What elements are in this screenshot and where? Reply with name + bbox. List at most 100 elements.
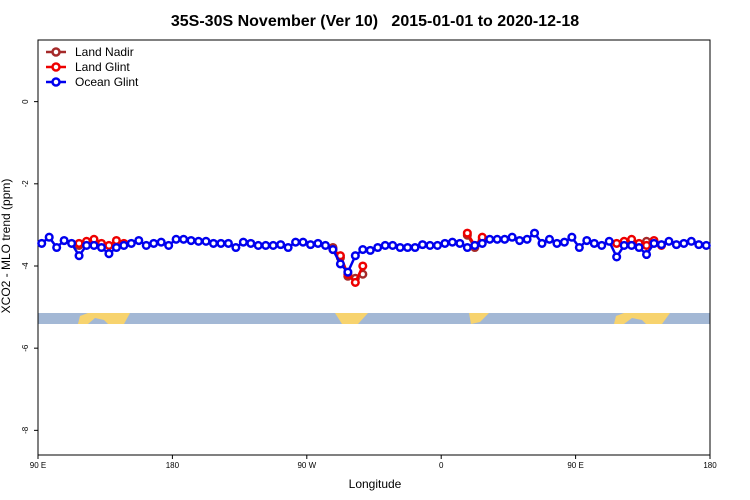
data-point (559, 237, 569, 247)
data-point (470, 240, 480, 250)
data-point (246, 238, 256, 248)
data-point (604, 236, 614, 246)
legend-marker (51, 62, 61, 72)
data-point (567, 232, 577, 242)
y-tick-label: -8 (21, 426, 30, 434)
data-point (515, 235, 525, 246)
legend-marker (51, 77, 61, 87)
data-point (350, 251, 360, 261)
data-point (186, 235, 196, 246)
data-point (686, 236, 696, 246)
data-point (492, 234, 502, 244)
data-point (485, 234, 495, 244)
data-point (373, 242, 383, 253)
y-tick-label: 0 (21, 99, 30, 104)
data-point (193, 236, 204, 246)
y-tick-label: -2 (21, 180, 30, 188)
data-point (634, 242, 644, 253)
data-point (612, 252, 622, 262)
data-point (694, 240, 704, 250)
x-tick-label: 180 (166, 461, 180, 470)
data-point (81, 240, 92, 250)
x-tick-label: 90 W (297, 461, 316, 470)
legend-label: Land Glint (75, 60, 130, 74)
data-point (410, 242, 420, 253)
data-point (440, 238, 450, 248)
data-point (44, 232, 54, 242)
data-point (298, 237, 308, 247)
x-axis-label: Longitude (349, 477, 402, 491)
data-point (425, 240, 435, 250)
data-point (417, 240, 428, 250)
data-point (216, 238, 226, 248)
map-strip (38, 313, 710, 324)
data-point (388, 240, 398, 250)
data-point (455, 238, 465, 248)
data-point (261, 240, 271, 250)
data-point (529, 228, 540, 238)
legend-label: Land Nadir (75, 45, 134, 59)
data-point (283, 242, 293, 253)
data-point (403, 242, 413, 253)
data-point (104, 249, 114, 259)
legend-label: Ocean Glint (75, 75, 139, 89)
data-point (522, 234, 532, 244)
data-point (276, 240, 286, 250)
data-point (664, 236, 674, 246)
land-patch (78, 313, 130, 324)
data-point (52, 242, 62, 253)
data-point (179, 234, 189, 244)
y-axis-label: XCO2 - MLO trend (ppm) (0, 179, 13, 314)
data-point (171, 234, 181, 244)
data-point (111, 242, 121, 253)
data-point (500, 234, 510, 244)
data-point (328, 245, 338, 255)
data-point (268, 240, 278, 250)
data-point (365, 245, 375, 255)
data-point (126, 238, 136, 248)
data-point (291, 237, 301, 247)
data-point (679, 238, 689, 248)
data-point (641, 240, 652, 250)
data-point (358, 245, 368, 255)
data-point (507, 232, 517, 242)
data-point (582, 235, 592, 246)
data-point (96, 242, 107, 253)
data-point (552, 238, 562, 248)
data-point (544, 234, 555, 244)
data-point (231, 242, 241, 253)
data-point (537, 238, 547, 248)
ocean-strip (38, 313, 710, 324)
x-tick-label: 90 E (567, 461, 583, 470)
data-point (462, 228, 472, 238)
data-point (656, 240, 667, 250)
data-point (59, 235, 69, 246)
water-patch (624, 318, 646, 324)
x-tick-label: 0 (439, 461, 444, 470)
data-point (701, 240, 711, 250)
y-tick-label: -6 (21, 344, 30, 352)
data-point (612, 238, 622, 248)
data-point (597, 240, 607, 250)
data-point (343, 267, 353, 277)
data-point (223, 238, 233, 248)
data-point (119, 240, 129, 250)
data-point (335, 259, 345, 269)
data-point (619, 240, 629, 250)
data-point (67, 238, 77, 248)
data-point (104, 240, 114, 250)
data-point (574, 242, 584, 253)
data-point (74, 251, 84, 261)
data-point (74, 238, 84, 248)
data-point (149, 238, 159, 248)
data-point (477, 238, 487, 248)
data-point (156, 237, 166, 247)
data-point (253, 240, 263, 250)
data-point (641, 249, 652, 260)
data-point (305, 240, 316, 250)
data-point (350, 277, 360, 287)
data-point (208, 238, 219, 248)
data-point (358, 261, 368, 271)
data-point (134, 235, 144, 246)
